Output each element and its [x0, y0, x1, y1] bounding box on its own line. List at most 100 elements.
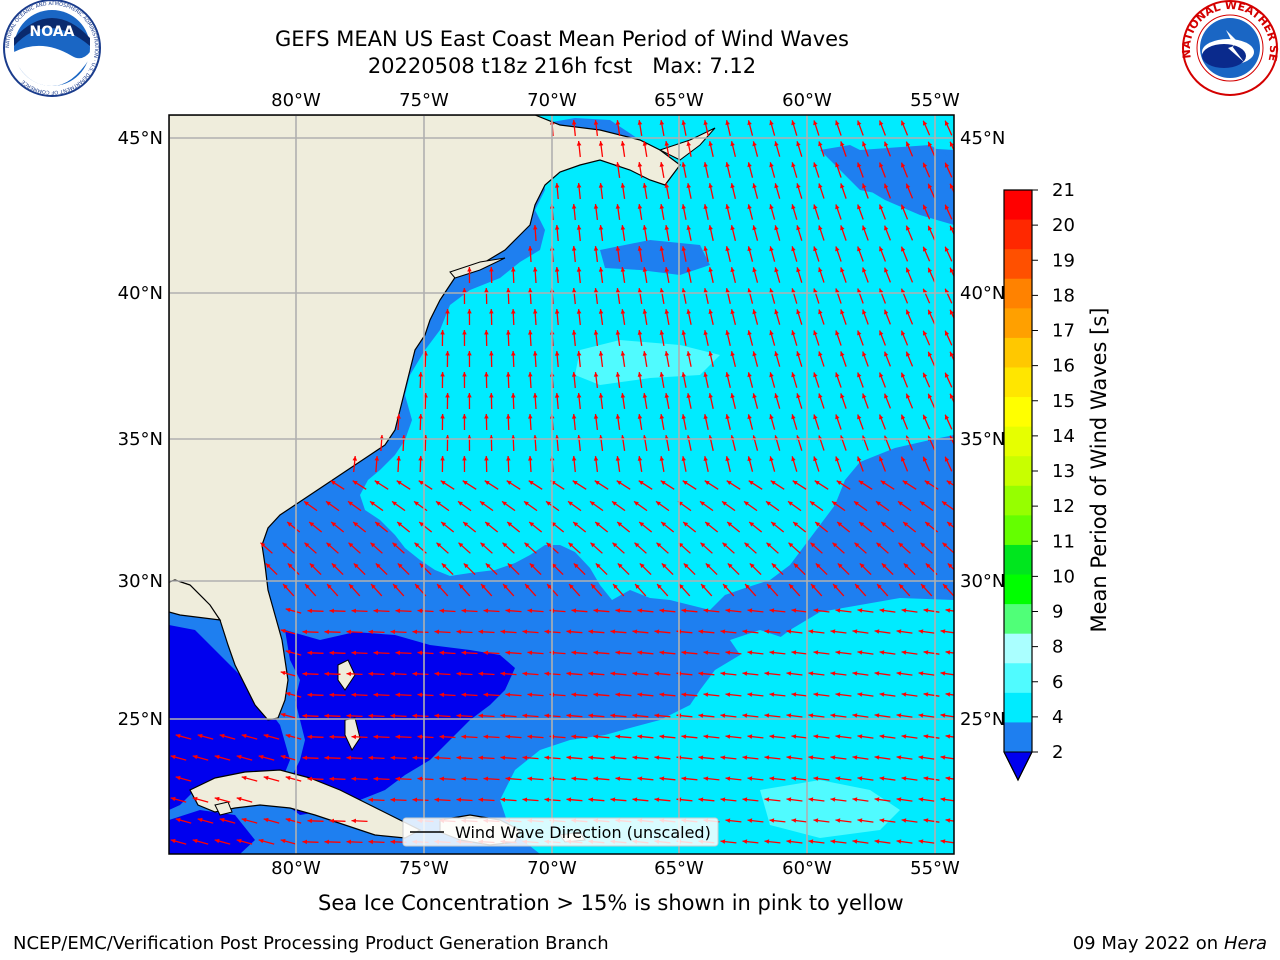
wave-arrow-head	[852, 755, 858, 760]
wave-arrow-head	[610, 797, 616, 802]
wave-arrow-head	[571, 692, 577, 697]
wave-arrow-head	[881, 563, 887, 569]
wave-arrow-head	[566, 629, 572, 634]
svg-text:55°W: 55°W	[910, 858, 960, 879]
wave-arrow-head	[725, 414, 730, 420]
wave-arrow-head	[705, 563, 711, 569]
wave-arrow-head	[708, 141, 713, 146]
wave-arrow-head	[615, 776, 621, 781]
wave-arrow-head	[170, 838, 176, 844]
wave-arrow-head	[813, 288, 818, 294]
wave-arrow-head	[554, 183, 560, 188]
wave-arrow-head	[686, 309, 691, 314]
wave-arrow-head	[747, 608, 753, 613]
wave-arrow-head	[725, 288, 730, 294]
wave-arrow-head	[637, 734, 643, 739]
wave-arrow-head	[522, 671, 528, 676]
wave-arrow-head	[949, 267, 954, 273]
wave-arrow-head	[683, 522, 689, 527]
wave-arrow-head	[874, 713, 880, 718]
wave-arrow-head	[813, 204, 818, 210]
wave-arrow-head	[730, 225, 735, 231]
wave-arrow-head	[654, 755, 660, 760]
wave-arrow-head	[830, 797, 836, 802]
legend-label: Wind Wave Direction (unscaled)	[455, 823, 711, 842]
wave-arrow-head	[418, 456, 423, 461]
wave-arrow-head	[533, 225, 538, 230]
wave-arrow-head	[769, 608, 775, 613]
wave-arrow-head	[901, 120, 906, 126]
wave-arrow-head	[791, 372, 796, 378]
wave-arrow-head	[236, 754, 242, 760]
wave-arrow-head	[657, 584, 662, 589]
wave-arrow-head	[615, 246, 621, 251]
wave-arrow-head	[638, 480, 644, 485]
wave-arrow-head	[788, 501, 793, 506]
svg-text:35°N: 35°N	[118, 429, 163, 450]
wave-arrow-head	[862, 393, 867, 399]
wave-arrow-head	[906, 183, 911, 189]
wave-arrow-head	[351, 608, 356, 614]
wave-arrow-head	[654, 797, 660, 802]
wave-arrow-head	[918, 713, 924, 718]
wave-arrow-head	[906, 351, 911, 357]
wave-arrow-head	[835, 692, 841, 697]
wave-arrow-head	[571, 204, 577, 209]
wave-arrow-head	[682, 480, 688, 485]
wave-arrow-head	[620, 225, 626, 230]
wave-arrow-head	[637, 120, 643, 125]
wave-arrow-head	[659, 162, 665, 167]
wave-arrow-head	[390, 755, 396, 761]
colorbar-segment	[1004, 633, 1032, 664]
wave-arrow-head	[703, 414, 708, 419]
wave-arrow-head	[462, 456, 467, 461]
wave-arrow-head	[569, 584, 574, 589]
wave-arrow-head	[725, 456, 730, 462]
colorbar-segment	[1004, 278, 1032, 309]
wave-arrow-head	[533, 393, 538, 398]
wave-arrow-head	[949, 141, 954, 147]
wave-arrow-head	[940, 797, 946, 802]
wave-arrow-head	[219, 817, 225, 823]
wave-arrow-head	[302, 713, 307, 719]
wave-arrow-head	[896, 839, 902, 844]
svg-text:30°N: 30°N	[960, 571, 1005, 592]
wave-arrow-head	[456, 797, 462, 802]
wind-wave-arrows	[170, 119, 954, 845]
wave-arrow-head	[796, 267, 801, 273]
svg-text:25°N: 25°N	[960, 709, 1005, 730]
wave-arrow-head	[818, 393, 823, 399]
wave-arrow-head	[725, 734, 731, 739]
wave-arrow-head	[879, 204, 884, 210]
wave-arrow-head	[884, 225, 889, 231]
wave-arrow-head	[879, 162, 884, 168]
wave-arrow-head	[414, 542, 420, 548]
wave-arrow-head	[725, 692, 731, 697]
wave-arrow-head	[527, 734, 533, 739]
wave-arrow-head	[747, 288, 752, 294]
wave-arrow-head	[813, 650, 819, 655]
wave-arrow-head	[467, 351, 472, 356]
wave-arrow-head	[923, 204, 928, 210]
wave-arrow-head	[307, 818, 312, 824]
wave-arrow-head	[588, 629, 594, 634]
wave-arrow-head	[467, 309, 472, 314]
wave-arrow-head	[857, 692, 863, 697]
wave-arrow-head	[397, 563, 403, 569]
wave-arrow-head	[439, 734, 445, 740]
wave-arrow-head	[634, 542, 640, 548]
wave-arrow-head	[945, 650, 951, 655]
wave-arrow-head	[835, 330, 840, 336]
wave-arrow-head	[326, 542, 332, 548]
colorbar-tick-label: 10	[1052, 566, 1075, 587]
wave-arrow-head	[946, 480, 952, 485]
wave-arrow-head	[793, 563, 799, 569]
wave-arrow-head	[835, 372, 840, 378]
wave-arrow-head	[857, 734, 863, 739]
wave-arrow-head	[730, 267, 735, 273]
wave-arrow-head	[769, 372, 774, 378]
wave-arrow-head	[949, 225, 954, 231]
wave-arrow-head	[214, 754, 220, 760]
wave-arrow-head	[485, 563, 491, 569]
wave-arrow-head	[412, 713, 418, 719]
